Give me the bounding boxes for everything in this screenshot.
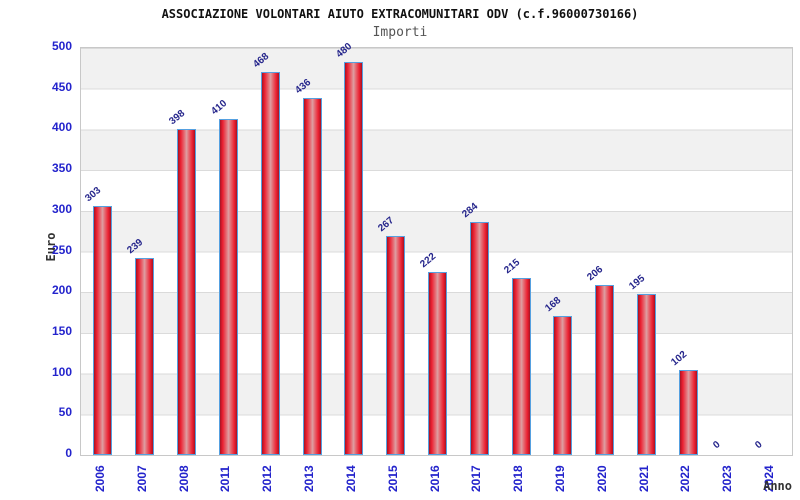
bar-value-label: 0: [752, 439, 765, 452]
bar-value-label: 0: [711, 439, 723, 452]
bar-value-label: 303: [83, 185, 104, 205]
bar-2007: [135, 258, 155, 455]
y-tick-label: 350: [51, 161, 72, 176]
bar-value-label: 284: [460, 200, 480, 221]
bar-2016: [428, 272, 447, 455]
bar-value-label: 168: [543, 295, 564, 315]
x-tick-label-2013: 2013: [302, 465, 317, 492]
bar-value-label: 398: [167, 108, 188, 128]
bar-2013: [302, 98, 322, 455]
x-axis-title: Anno: [763, 479, 792, 493]
bar-value-label: 436: [292, 77, 313, 97]
bar-2017: [469, 221, 489, 455]
bar-value-label: 102: [669, 349, 690, 369]
y-tick-label: 150: [51, 323, 72, 338]
bar-value-label: 480: [334, 41, 355, 61]
x-tick-label-2012: 2012: [260, 465, 275, 492]
y-tick-label: 100: [51, 364, 72, 379]
bar-2018: [511, 278, 531, 455]
y-tick-label: 400: [51, 120, 72, 135]
y-tick-label: 0: [65, 446, 72, 460]
bar-2006: [93, 206, 113, 455]
bar-2015: [386, 235, 406, 455]
y-tick-label: 450: [51, 79, 72, 94]
bar-2011: [218, 119, 238, 455]
y-tick-label: 250: [51, 242, 72, 257]
x-tick-label-2017: 2017: [469, 465, 484, 492]
bar-2021: [637, 294, 657, 455]
x-tick-label-2014: 2014: [343, 465, 358, 492]
x-tick-label-2006: 2006: [92, 465, 107, 492]
x-tick-label-2019: 2019: [552, 465, 567, 492]
x-tick-label-2022: 2022: [678, 465, 693, 492]
x-tick-label-2016: 2016: [427, 465, 442, 492]
y-tick-label: 50: [58, 405, 72, 420]
y-tick-label: 300: [51, 201, 72, 216]
bar-value-label: 195: [627, 273, 648, 293]
bar-value-label: 215: [501, 257, 522, 277]
bar-value-label: 239: [125, 237, 146, 257]
x-tick-label-2018: 2018: [511, 465, 526, 492]
x-tick-label-2008: 2008: [176, 465, 191, 492]
plot-area: 303 239 398 410 468 436 480 267 222 284 215 168 206 1…: [80, 41, 793, 456]
x-tick-label-2007: 2007: [134, 465, 149, 492]
bar-value-label: 206: [585, 264, 606, 284]
y-tick-label: 500: [51, 39, 72, 53]
x-tick-label-2020: 2020: [594, 465, 609, 492]
x-tick-label-2011: 2011: [218, 465, 233, 492]
bar-value-label: 410: [209, 98, 230, 118]
bar-value-label: 222: [418, 251, 439, 271]
bar-2020: [595, 285, 615, 455]
chart-title: ASSOCIAZIONE VOLONTARI AIUTO EXTRACOMUNI…: [161, 7, 639, 21]
bar-2014: [344, 62, 364, 455]
x-tick-label-2023: 2023: [720, 465, 735, 492]
bar-2008: [177, 129, 197, 455]
y-tick-label: 200: [51, 283, 72, 298]
bar-value-label: 267: [376, 214, 397, 234]
bar-value-label: 468: [250, 51, 271, 71]
x-tick-label-2015: 2015: [385, 465, 400, 492]
x-tick-label-2021: 2021: [636, 465, 651, 492]
bar-2022: [678, 369, 698, 455]
bar-2012: [260, 72, 280, 455]
bar-2019: [553, 316, 573, 455]
chart-subtitle: Importi: [372, 25, 428, 40]
